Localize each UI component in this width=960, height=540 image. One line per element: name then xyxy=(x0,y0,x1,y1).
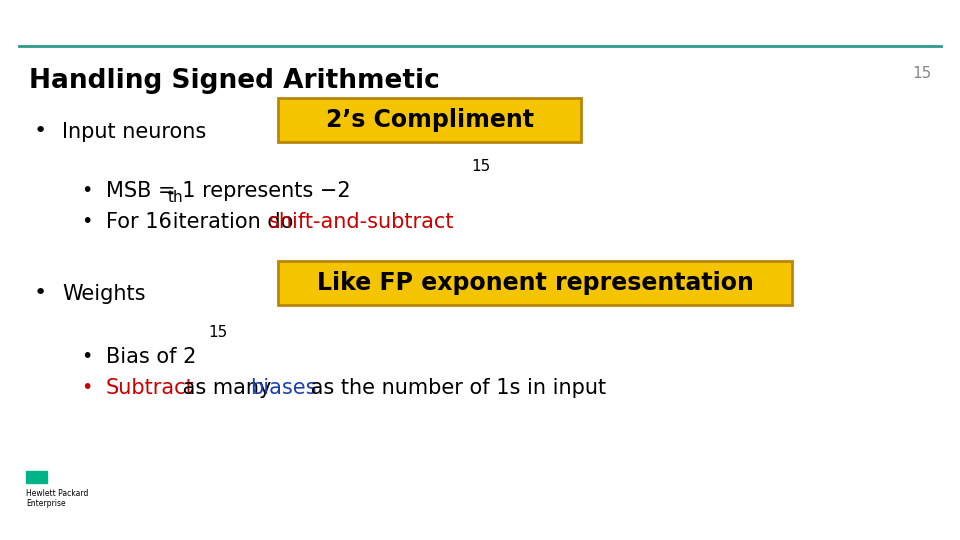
Text: 2’s Compliment: 2’s Compliment xyxy=(325,108,534,132)
Text: •: • xyxy=(82,378,93,397)
Text: •: • xyxy=(34,122,47,141)
Text: Hewlett Packard
Enterprise: Hewlett Packard Enterprise xyxy=(26,489,88,508)
Text: Input neurons: Input neurons xyxy=(62,122,206,141)
Text: •: • xyxy=(82,347,93,366)
FancyBboxPatch shape xyxy=(278,261,792,305)
Text: Weights: Weights xyxy=(62,284,146,303)
Text: Bias of 2: Bias of 2 xyxy=(106,347,196,367)
Text: 15: 15 xyxy=(470,159,491,174)
Text: Like FP exponent representation: Like FP exponent representation xyxy=(317,271,754,295)
Text: as the number of 1s in input: as the number of 1s in input xyxy=(304,378,607,398)
Text: 15: 15 xyxy=(208,325,228,340)
Text: shift-and-subtract: shift-and-subtract xyxy=(269,212,454,232)
Text: •: • xyxy=(34,284,47,303)
Bar xyxy=(26,478,47,483)
Text: •: • xyxy=(82,181,93,200)
Text: as many: as many xyxy=(176,378,277,398)
FancyBboxPatch shape xyxy=(278,98,581,142)
Text: MSB = 1 represents −2: MSB = 1 represents −2 xyxy=(106,181,350,201)
Text: 15: 15 xyxy=(912,66,931,81)
Text: For 16: For 16 xyxy=(106,212,172,232)
Text: Handling Signed Arithmetic: Handling Signed Arithmetic xyxy=(29,68,440,93)
Text: biases: biases xyxy=(251,378,317,398)
Text: Subtract: Subtract xyxy=(106,378,194,398)
Text: th: th xyxy=(168,190,183,205)
Bar xyxy=(26,471,47,477)
Text: •: • xyxy=(82,212,93,231)
Text: iteration do: iteration do xyxy=(166,212,300,232)
